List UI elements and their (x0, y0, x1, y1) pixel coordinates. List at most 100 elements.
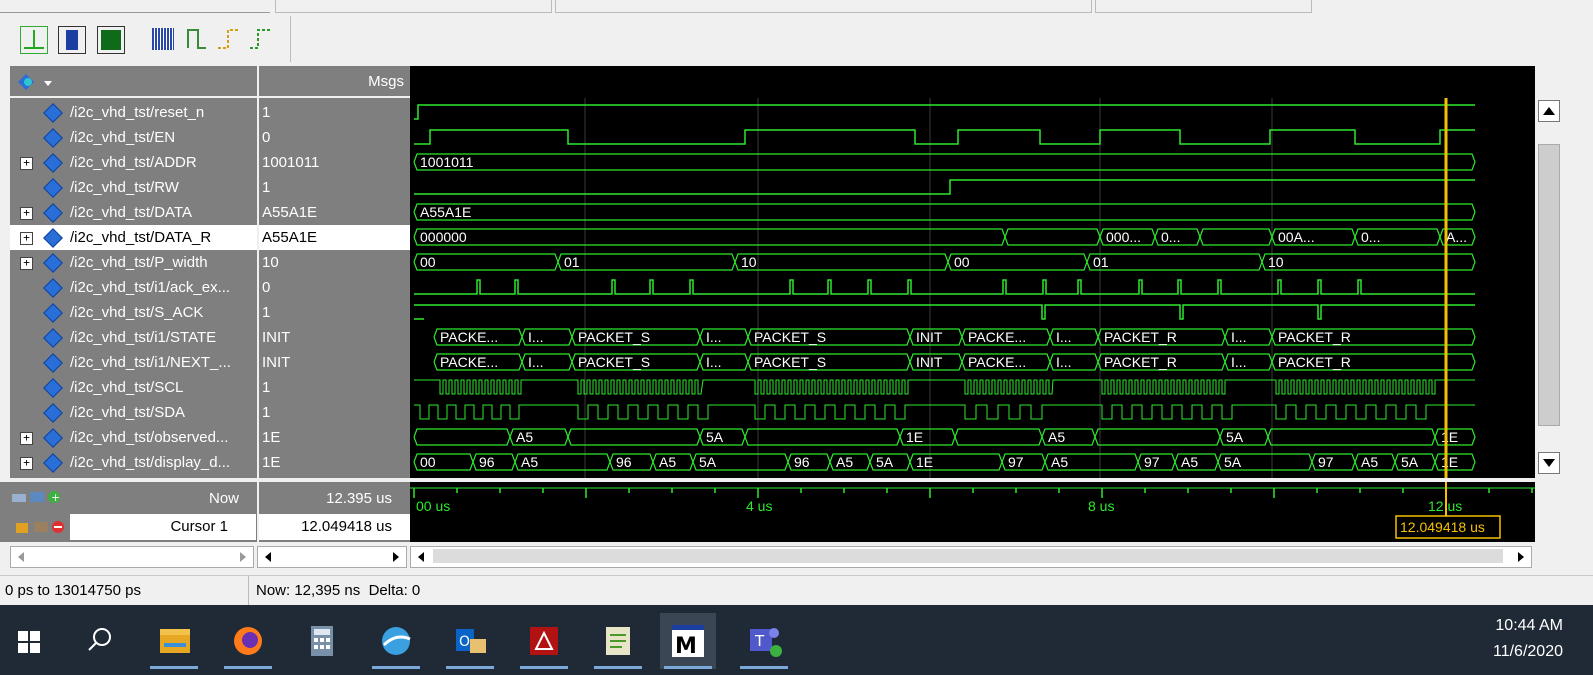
globe-app-button[interactable] (368, 613, 424, 669)
cursor-name-box[interactable]: Cursor 1 (70, 514, 256, 540)
signal-row[interactable]: /i2c_vhd_tst/EN (10, 125, 257, 150)
signal-row[interactable]: /i2c_vhd_tst/i1/ack_ex... (10, 275, 257, 300)
system-clock[interactable]: 10:44 AM 11/6/2020 (1493, 613, 1563, 665)
expand-icon[interactable]: + (20, 207, 33, 220)
bus-label: 01 (564, 254, 580, 270)
signal-value-row[interactable]: 0 (259, 125, 410, 150)
signal-value-column[interactable]: 1 0 1001011 1 A55A1E A55A1E 10 0 1 INIT INIT 1 1 1E 1E (259, 98, 410, 478)
scroll-right-icon[interactable] (235, 549, 251, 565)
name-hscroll[interactable] (10, 546, 254, 568)
wave-hscroll[interactable] (410, 546, 1532, 568)
expand-icon[interactable]: + (20, 232, 33, 245)
firefox-button[interactable] (220, 613, 276, 669)
file-explorer-button[interactable] (146, 613, 202, 669)
bus-label: 5A (1226, 429, 1244, 445)
rise-icon[interactable] (216, 26, 242, 52)
edge-icon[interactable] (20, 26, 48, 54)
signal-row[interactable]: /i2c_vhd_tst/RW (10, 175, 257, 200)
signal-row[interactable]: + /i2c_vhd_tst/display_d... (10, 450, 257, 475)
svg-text:T: T (754, 632, 765, 650)
bus-label: 5A (699, 454, 717, 470)
toolbar-group-3[interactable] (555, 0, 1092, 13)
bus-label: 1E (1441, 429, 1458, 445)
signal-row[interactable]: /i2c_vhd_tst/i1/STATE (10, 325, 257, 350)
bus-label: 00 (420, 454, 436, 470)
time-axis[interactable]: 00 us 4 us 8 us 12 us 12.049418 us (410, 482, 1535, 542)
fall-icon[interactable] (248, 26, 274, 52)
scroll-right-icon[interactable] (1513, 549, 1529, 565)
signal-value-row[interactable]: 1 (259, 100, 410, 125)
search-button[interactable] (72, 613, 128, 669)
bus-label: PACKE... (440, 329, 498, 345)
bus-label: A5 (659, 454, 676, 470)
cursor-marker-box (1395, 515, 1501, 539)
calculator-button[interactable] (294, 613, 350, 669)
signal-value-row[interactable]: INIT (259, 325, 410, 350)
value-hscroll[interactable] (257, 546, 407, 568)
svg-text:+: + (51, 491, 60, 504)
expand-icon[interactable]: + (20, 157, 33, 170)
bus-label: I... (528, 329, 544, 345)
teams-button[interactable]: T (736, 613, 792, 669)
signal-row[interactable]: + /i2c_vhd_tst/P_width (10, 250, 257, 275)
toolbar-group-1[interactable] (0, 0, 270, 13)
signal-row[interactable]: + /i2c_vhd_tst/DATA (10, 200, 257, 225)
signal-row[interactable]: /i2c_vhd_tst/SCL (10, 375, 257, 400)
signal-value-row[interactable]: 1 (259, 400, 410, 425)
signal-row[interactable]: + /i2c_vhd_tst/observed... (10, 425, 257, 450)
signal-name-column[interactable]: /i2c_vhd_tst/reset_n/i2c_vhd_tst/EN + /i2c… (10, 98, 257, 478)
outlook-button[interactable]: O (442, 613, 498, 669)
toolbar-group-4[interactable] (1095, 0, 1312, 13)
start-button[interactable] (2, 613, 58, 669)
block-icon[interactable] (97, 26, 125, 54)
signal-value-row[interactable]: 1 (259, 300, 410, 325)
msgs-header: Msgs (259, 66, 410, 96)
signal-row[interactable]: + /i2c_vhd_tst/ADDR (10, 150, 257, 175)
signal-row[interactable]: /i2c_vhd_tst/reset_n (10, 100, 257, 125)
expand-icon[interactable]: + (20, 432, 33, 445)
scroll-right-icon[interactable] (388, 549, 404, 565)
svg-text:M: M (675, 634, 697, 659)
expand-icon[interactable]: + (20, 457, 33, 470)
bus-icon[interactable] (58, 26, 86, 54)
signal-row[interactable]: /i2c_vhd_tst/SDA (10, 400, 257, 425)
toolbar-group-2[interactable] (275, 0, 552, 13)
signal-row[interactable]: /i2c_vhd_tst/S_ACK (10, 300, 257, 325)
scroll-up-button[interactable] (1538, 100, 1560, 122)
signal-value: 1 (262, 404, 271, 421)
signal-value-row[interactable]: 1E (259, 425, 410, 450)
signal-value-row[interactable]: A55A1E (259, 200, 410, 225)
signal-value-row[interactable]: 1E (259, 450, 410, 475)
acrobat-button[interactable] (516, 613, 572, 669)
modelsim-button[interactable]: M (660, 613, 716, 669)
axis-tick-label: 4 us (746, 498, 772, 514)
signal-value-row[interactable]: 10 (259, 250, 410, 275)
vertical-scrollbar[interactable] (1537, 98, 1561, 478)
scroll-left-icon[interactable] (260, 549, 276, 565)
signal-value-row[interactable]: A55A1E (259, 225, 410, 250)
lock-icon[interactable] (14, 516, 68, 536)
signal-trace (414, 179, 1475, 195)
cursor-value-box[interactable]: 12.049418 us (259, 514, 410, 540)
scroll-left-icon[interactable] (413, 549, 429, 565)
editor-button[interactable] (590, 613, 646, 669)
cursor-tools-icon[interactable]: + (10, 488, 64, 506)
scroll-down-button[interactable] (1538, 452, 1560, 474)
signal-value-row[interactable]: 1 (259, 375, 410, 400)
step-icon[interactable] (184, 26, 210, 52)
signal-row[interactable]: /i2c_vhd_tst/i1/NEXT_... (10, 350, 257, 375)
signal-row[interactable]: + /i2c_vhd_tst/DATA_R (10, 225, 257, 250)
signal-value-row[interactable]: 1001011 (259, 150, 410, 175)
add-signal-icon[interactable] (14, 72, 54, 92)
scroll-left-icon[interactable] (13, 549, 29, 565)
scroll-thumb[interactable] (1538, 144, 1560, 426)
dots-icon[interactable] (150, 26, 176, 52)
expand-icon[interactable]: + (20, 257, 33, 270)
wave-scroll-thumb[interactable] (433, 549, 1503, 563)
bus-label: INIT (916, 354, 943, 370)
signal-value-row[interactable]: INIT (259, 350, 410, 375)
signal-value-row[interactable]: 0 (259, 275, 410, 300)
signal-value-row[interactable]: 1 (259, 175, 410, 200)
